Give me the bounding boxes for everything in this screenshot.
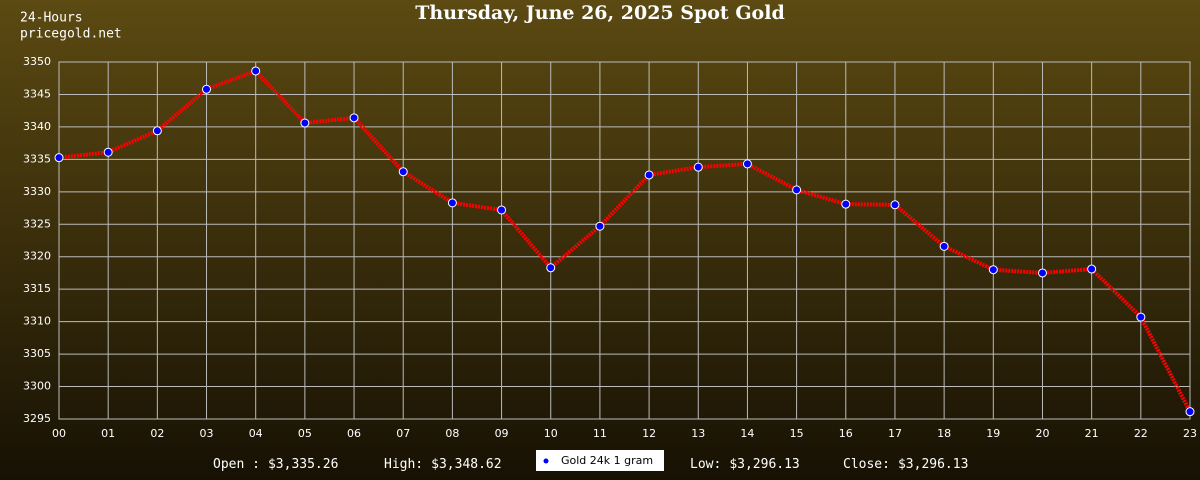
x-tick-label: 09 xyxy=(495,427,509,440)
data-point xyxy=(595,221,605,231)
y-tick-label: 3325 xyxy=(23,217,51,230)
data-point xyxy=(742,159,752,169)
data-point xyxy=(447,198,457,208)
stat-label: Close: xyxy=(843,457,890,472)
x-tick-label: 10 xyxy=(544,427,558,440)
x-tick-label: 02 xyxy=(150,427,164,440)
stat-value: $3,348.62 xyxy=(431,457,501,472)
y-tick-label: 3315 xyxy=(23,282,51,295)
x-tick-label: 00 xyxy=(52,427,66,440)
y-tick-label: 3335 xyxy=(23,152,51,165)
data-point xyxy=(103,147,113,157)
x-tick-label: 01 xyxy=(101,427,115,440)
stat: Close: $3,296.13 xyxy=(843,457,968,472)
data-point xyxy=(349,113,359,123)
x-tick-label: 18 xyxy=(937,427,951,440)
x-tick-label: 11 xyxy=(593,427,607,440)
stat-label: High: xyxy=(384,457,423,472)
corner-label: 24-Hours xyxy=(20,11,83,26)
y-tick-label: 3300 xyxy=(23,380,51,393)
y-tick-label: 3305 xyxy=(23,347,51,360)
stat: Open : $3,335.26 xyxy=(213,457,338,472)
data-point xyxy=(546,263,556,273)
data-point xyxy=(251,66,261,76)
chart-title: Thursday, June 26, 2025 Spot Gold xyxy=(415,2,784,24)
data-point xyxy=(939,241,949,251)
stat-value: $3,335.26 xyxy=(268,457,338,472)
x-tick-label: 16 xyxy=(839,427,853,440)
x-tick-label: 14 xyxy=(740,427,754,440)
stat-label: Open : xyxy=(213,457,260,472)
stat: Low: $3,296.13 xyxy=(690,457,800,472)
x-tick-label: 13 xyxy=(691,427,705,440)
y-tick-label: 3345 xyxy=(23,87,51,100)
x-tick-label: 23 xyxy=(1183,427,1197,440)
x-tick-label: 17 xyxy=(888,427,902,440)
corner-label: pricegold.net xyxy=(20,27,122,42)
x-tick-label: 19 xyxy=(986,427,1000,440)
y-tick-label: 3320 xyxy=(23,250,51,263)
data-point xyxy=(1037,268,1047,278)
y-tick-label: 3340 xyxy=(23,120,51,133)
y-tick-label: 3330 xyxy=(23,185,51,198)
x-tick-label: 05 xyxy=(298,427,312,440)
legend-box xyxy=(536,450,664,471)
x-tick-label: 07 xyxy=(396,427,410,440)
x-tick-label: 22 xyxy=(1134,427,1148,440)
y-tick-label: 3310 xyxy=(23,315,51,328)
data-point xyxy=(890,200,900,210)
price-line xyxy=(58,68,1192,413)
legend-marker xyxy=(543,458,549,464)
x-tick-label: 20 xyxy=(1035,427,1049,440)
data-point xyxy=(988,265,998,275)
x-tick-label: 03 xyxy=(200,427,214,440)
data-point xyxy=(644,170,654,180)
data-point xyxy=(54,153,64,163)
legend-label: Gold 24k 1 gram xyxy=(561,454,653,467)
y-tick-label: 3295 xyxy=(23,412,51,425)
stat-value: $3,296.13 xyxy=(898,457,968,472)
data-point xyxy=(398,167,408,177)
data-point xyxy=(693,162,703,172)
data-point xyxy=(792,185,802,195)
data-point xyxy=(1136,312,1146,322)
data-point xyxy=(300,118,310,128)
data-point xyxy=(841,199,851,209)
data-point xyxy=(202,84,212,94)
x-tick-label: 21 xyxy=(1085,427,1099,440)
data-point xyxy=(1087,264,1097,274)
x-tick-label: 04 xyxy=(249,427,263,440)
x-tick-label: 08 xyxy=(445,427,459,440)
stat-value: $3,296.13 xyxy=(729,457,799,472)
data-point xyxy=(152,126,162,136)
y-tick-label: 3350 xyxy=(23,55,51,68)
x-tick-label: 15 xyxy=(790,427,804,440)
x-tick-label: 06 xyxy=(347,427,361,440)
x-tick-label: 12 xyxy=(642,427,656,440)
data-point xyxy=(497,205,507,215)
stat: High: $3,348.62 xyxy=(384,457,502,472)
stat-label: Low: xyxy=(690,457,721,472)
data-point xyxy=(1185,407,1195,417)
